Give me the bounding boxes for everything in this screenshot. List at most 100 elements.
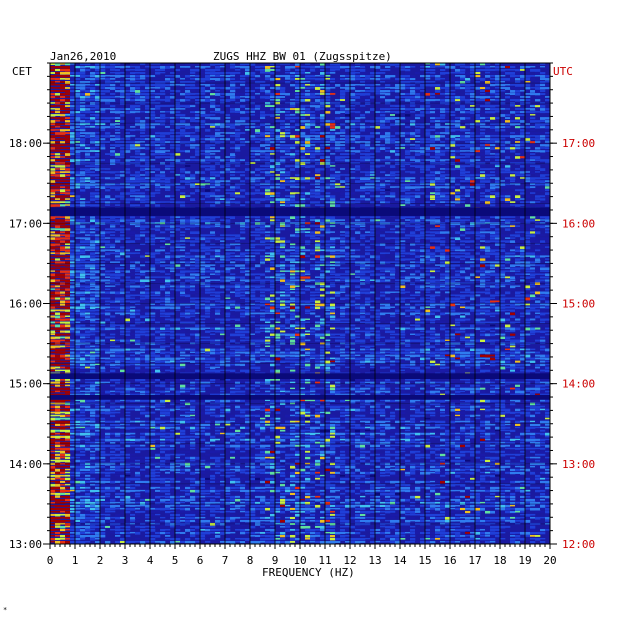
heatmap-cell: [85, 126, 91, 128]
heatmap-cell: [335, 174, 341, 177]
heatmap-cell: [165, 183, 171, 186]
heatmap-cell: [195, 114, 201, 117]
heatmap-cell: [405, 105, 411, 107]
heatmap-cell: [380, 246, 386, 250]
heatmap-cell: [415, 99, 421, 101]
heatmap-cell: [275, 135, 281, 138]
heatmap-cell: [320, 198, 326, 200]
heatmap-cell: [370, 240, 376, 243]
heatmap-cell: [165, 141, 171, 143]
heatmap-cell: [425, 75, 431, 78]
heatmap-cell: [220, 219, 226, 222]
heatmap-cell: [150, 234, 156, 238]
heatmap-cell: [160, 147, 166, 150]
heatmap-cell: [325, 198, 331, 200]
heatmap-cell: [455, 171, 461, 173]
heatmap-cell: [75, 117, 81, 120]
heatmap-cell: [110, 66, 116, 69]
heatmap-cell: [280, 75, 286, 77]
heatmap-cell: [175, 99, 181, 102]
heatmap-cell: [225, 216, 231, 219]
heatmap-cell: [140, 186, 146, 189]
heatmap-cell: [235, 174, 241, 176]
heatmap-cell: [485, 135, 491, 138]
heatmap-cell: [145, 96, 151, 99]
heatmap-cell: [455, 150, 461, 153]
heatmap-cell: [235, 183, 241, 186]
heatmap-cell: [80, 198, 86, 200]
heatmap-cell: [365, 168, 371, 171]
heatmap-cell: [65, 225, 71, 228]
heatmap-cell: [520, 90, 526, 92]
heatmap-cell: [385, 147, 391, 150]
heatmap-cell: [95, 240, 101, 244]
heatmap-cell: [480, 219, 486, 222]
heatmap-cell: [515, 114, 521, 117]
heatmap-cell: [445, 87, 451, 90]
heatmap-cell: [210, 216, 216, 219]
heatmap-cell: [525, 75, 531, 78]
heatmap-cell: [415, 81, 421, 84]
heatmap-cell: [320, 120, 326, 123]
heatmap-cell: [80, 129, 86, 132]
heatmap-cell: [450, 237, 456, 239]
heatmap-cell: [285, 63, 291, 65]
heatmap-cell: [135, 69, 141, 71]
heatmap-cell: [360, 114, 366, 117]
heatmap-cell: [355, 201, 361, 204]
heatmap-cell: [340, 69, 346, 72]
heatmap-cell: [475, 99, 481, 101]
heatmap-cell: [205, 237, 211, 240]
heatmap-cell: [435, 195, 441, 199]
heatmap-cell: [65, 204, 71, 206]
heatmap-cell: [530, 168, 536, 171]
heatmap-cell: [135, 165, 141, 167]
heatmap-cell: [465, 216, 471, 219]
heatmap-cell: [230, 237, 236, 241]
heatmap-cell: [165, 96, 171, 99]
heatmap-cell: [70, 87, 76, 89]
heatmap-cell: [390, 201, 396, 204]
heatmap-cell: [515, 153, 521, 155]
heatmap-cell: [65, 69, 71, 72]
heatmap-cell: [200, 78, 206, 81]
heatmap-cell: [195, 120, 201, 123]
heatmap-cell: [445, 183, 451, 186]
heatmap-cell: [120, 183, 126, 185]
heatmap-cell: [125, 162, 131, 165]
heatmap-cell: [480, 96, 486, 99]
heatmap-cell: [500, 84, 506, 87]
heatmap-cell: [320, 180, 326, 183]
heatmap-cell: [265, 132, 271, 135]
heatmap-cell: [335, 150, 341, 152]
heatmap-cell: [230, 192, 236, 195]
heatmap-cell: [315, 126, 321, 129]
heatmap-cell: [415, 96, 421, 99]
heatmap-cell: [340, 219, 346, 221]
heatmap-cell: [520, 171, 526, 174]
heatmap-cell: [225, 225, 231, 228]
heatmap-cell: [170, 72, 176, 74]
heatmap-cell: [440, 222, 446, 225]
heatmap-cell: [110, 117, 116, 119]
heatmap-cell: [200, 141, 206, 143]
heatmap-cell: [280, 201, 286, 204]
heatmap-cell: [405, 183, 411, 186]
heatmap-cell: [530, 150, 536, 152]
heatmap-cell: [310, 96, 316, 99]
heatmap-cell: [460, 150, 466, 152]
heatmap-cell: [475, 231, 481, 235]
heatmap-cell: [300, 129, 306, 132]
heatmap-cell: [65, 201, 71, 204]
heatmap-cell: [310, 90, 316, 93]
heatmap-cell: [510, 159, 516, 162]
heatmap-cell: [480, 117, 486, 120]
heatmap-cell: [80, 216, 86, 218]
heatmap-cell: [225, 126, 231, 128]
heatmap-cell: [385, 180, 391, 182]
heatmap-cell: [140, 120, 146, 123]
heatmap-cell: [200, 96, 206, 98]
heatmap-cell: [280, 93, 286, 95]
heatmap-cell: [90, 108, 96, 110]
heatmap-cell: [145, 162, 151, 165]
